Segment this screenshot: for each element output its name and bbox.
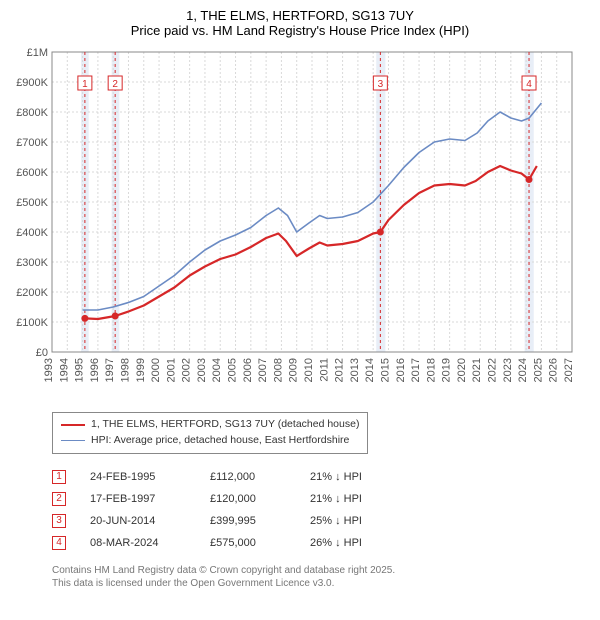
svg-text:2024: 2024: [517, 358, 529, 382]
svg-text:2002: 2002: [181, 358, 193, 382]
svg-text:2: 2: [112, 79, 118, 90]
legend-swatch: [61, 440, 85, 442]
svg-text:2008: 2008: [272, 358, 284, 382]
svg-text:1993: 1993: [43, 358, 55, 382]
legend-item: 1, THE ELMS, HERTFORD, SG13 7UY (detache…: [61, 417, 359, 433]
svg-text:2004: 2004: [211, 358, 223, 382]
svg-text:2010: 2010: [303, 358, 315, 382]
legend: 1, THE ELMS, HERTFORD, SG13 7UY (detache…: [52, 412, 368, 454]
svg-text:2020: 2020: [456, 358, 468, 382]
title-line-1: 1, THE ELMS, HERTFORD, SG13 7UY: [12, 8, 588, 23]
event-hpi: 21% ↓ HPI: [310, 488, 410, 510]
svg-text:1999: 1999: [135, 358, 147, 382]
svg-text:£1M: £1M: [27, 47, 48, 59]
svg-text:2006: 2006: [242, 358, 254, 382]
svg-text:2016: 2016: [395, 358, 407, 382]
svg-text:2022: 2022: [487, 358, 499, 382]
legend-label: HPI: Average price, detached house, East…: [91, 433, 349, 449]
svg-text:2023: 2023: [502, 358, 514, 382]
event-row: 2 17-FEB-1997£120,00021% ↓ HPI: [52, 488, 588, 510]
event-date: 20-JUN-2014: [90, 510, 210, 532]
event-date: 17-FEB-1997: [90, 488, 210, 510]
footer-attribution: Contains HM Land Registry data © Crown c…: [52, 564, 588, 591]
events-table: 1 24-FEB-1995£112,00021% ↓ HPI 2 17-FEB-199…: [52, 466, 588, 554]
svg-text:2009: 2009: [288, 358, 300, 382]
svg-text:2026: 2026: [548, 358, 560, 382]
chart-area: 1 2 3 4 £0 £100K £200K £300K £400K £500K £600K £700…: [12, 44, 588, 404]
event-price: £112,000: [210, 466, 310, 488]
svg-text:2011: 2011: [318, 358, 330, 382]
svg-text:2005: 2005: [227, 358, 239, 382]
svg-text:1996: 1996: [89, 358, 101, 382]
event-marker: 1: [52, 470, 66, 484]
event-row: 3 20-JUN-2014£399,99525% ↓ HPI: [52, 510, 588, 532]
svg-text:2003: 2003: [196, 358, 208, 382]
svg-text:2018: 2018: [425, 358, 437, 382]
event-hpi: 26% ↓ HPI: [310, 532, 410, 554]
event-marker: 4: [52, 536, 66, 550]
svg-text:2017: 2017: [410, 358, 422, 382]
event-date: 24-FEB-1995: [90, 466, 210, 488]
event-hpi: 21% ↓ HPI: [310, 466, 410, 488]
svg-text:1994: 1994: [58, 358, 70, 382]
legend-item: HPI: Average price, detached house, East…: [61, 433, 359, 449]
svg-text:1: 1: [82, 79, 88, 90]
event-hpi: 25% ↓ HPI: [310, 510, 410, 532]
svg-text:2001: 2001: [165, 358, 177, 382]
event-row: 1 24-FEB-1995£112,00021% ↓ HPI: [52, 466, 588, 488]
svg-text:2007: 2007: [257, 358, 269, 382]
svg-text:2015: 2015: [379, 358, 391, 382]
event-price: £120,000: [210, 488, 310, 510]
chart-svg: 1 2 3 4 £0 £100K £200K £300K £400K £500K £600K £700…: [12, 44, 588, 404]
svg-text:2012: 2012: [334, 358, 346, 382]
event-row: 4 08-MAR-2024£575,00026% ↓ HPI: [52, 532, 588, 554]
event-marker: 2: [52, 492, 66, 506]
svg-text:£700K: £700K: [16, 137, 48, 149]
legend-label: 1, THE ELMS, HERTFORD, SG13 7UY (detache…: [91, 417, 359, 433]
event-date: 08-MAR-2024: [90, 532, 210, 554]
svg-text:£300K: £300K: [16, 257, 48, 269]
title-line-2: Price paid vs. HM Land Registry's House …: [12, 23, 588, 38]
svg-text:2021: 2021: [471, 358, 483, 382]
event-price: £575,000: [210, 532, 310, 554]
footer-line-1: Contains HM Land Registry data © Crown c…: [52, 564, 588, 578]
svg-text:2027: 2027: [563, 358, 575, 382]
svg-text:£200K: £200K: [16, 287, 48, 299]
svg-text:2014: 2014: [364, 358, 376, 382]
svg-text:2019: 2019: [441, 358, 453, 382]
event-marker: 3: [52, 514, 66, 528]
svg-text:£0: £0: [36, 347, 48, 359]
chart-container: 1, THE ELMS, HERTFORD, SG13 7UY Price pa…: [0, 0, 600, 599]
svg-text:£400K: £400K: [16, 227, 48, 239]
svg-text:2000: 2000: [150, 358, 162, 382]
svg-text:2013: 2013: [349, 358, 361, 382]
footer-line-2: This data is licensed under the Open Gov…: [52, 577, 588, 591]
event-price: £399,995: [210, 510, 310, 532]
svg-text:£100K: £100K: [16, 317, 48, 329]
svg-text:1995: 1995: [74, 358, 86, 382]
svg-text:£600K: £600K: [16, 167, 48, 179]
svg-text:£500K: £500K: [16, 197, 48, 209]
svg-text:£800K: £800K: [16, 107, 48, 119]
title-block: 1, THE ELMS, HERTFORD, SG13 7UY Price pa…: [12, 8, 588, 38]
svg-text:3: 3: [378, 79, 384, 90]
svg-text:£900K: £900K: [16, 77, 48, 89]
svg-text:4: 4: [526, 79, 532, 90]
svg-text:1997: 1997: [104, 358, 116, 382]
svg-text:1998: 1998: [119, 358, 131, 382]
svg-text:2025: 2025: [532, 358, 544, 382]
legend-swatch: [61, 424, 85, 426]
